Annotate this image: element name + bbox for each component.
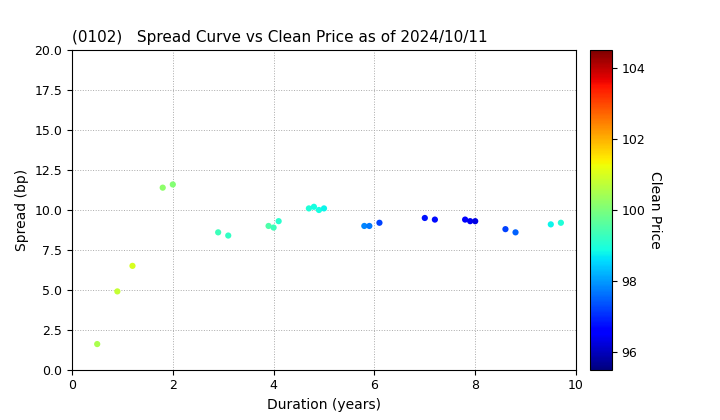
Point <box>303 205 315 212</box>
Y-axis label: Clean Price: Clean Price <box>648 171 662 249</box>
Point <box>127 262 138 269</box>
Y-axis label: Spread (bp): Spread (bp) <box>15 169 29 251</box>
Point <box>318 205 330 212</box>
Point <box>500 226 511 233</box>
Point <box>167 181 179 188</box>
Point <box>429 216 441 223</box>
Text: (0102)   Spread Curve vs Clean Price as of 2024/10/11: (0102) Spread Curve vs Clean Price as of… <box>72 30 487 45</box>
Point <box>545 221 557 228</box>
Point <box>419 215 431 221</box>
Point <box>459 216 471 223</box>
Point <box>268 224 279 231</box>
Point <box>364 223 375 229</box>
Point <box>469 218 481 225</box>
Point <box>112 288 123 295</box>
Point <box>555 219 567 226</box>
Point <box>308 203 320 210</box>
X-axis label: Duration (years): Duration (years) <box>267 398 381 412</box>
Point <box>313 207 325 213</box>
Point <box>273 218 284 225</box>
Point <box>91 341 103 347</box>
Point <box>510 229 521 236</box>
Point <box>212 229 224 236</box>
Point <box>359 223 370 229</box>
Point <box>222 232 234 239</box>
Point <box>374 219 385 226</box>
Point <box>157 184 168 191</box>
Point <box>263 223 274 229</box>
Point <box>464 218 476 225</box>
